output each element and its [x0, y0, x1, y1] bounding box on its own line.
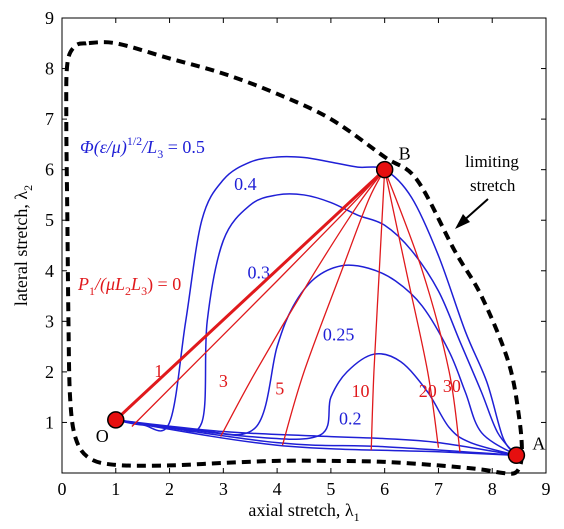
plot-frame — [61, 17, 547, 474]
x-tick-label: 7 — [434, 479, 443, 499]
phi-series-line — [115, 193, 517, 456]
p-series-group: 1 3 5 10 20 30 — [114, 168, 461, 452]
p-series-label: 30 — [443, 376, 461, 396]
y-tick-label: 9 — [45, 8, 54, 28]
y-tick-label: 8 — [45, 59, 54, 79]
x-tick-label: 5 — [326, 479, 335, 499]
y-tick-label: 1 — [45, 412, 54, 432]
phi-series-line — [115, 353, 517, 457]
limiting-stretch-line — [64, 40, 524, 476]
point-marker — [375, 160, 394, 179]
p-series-label: 3 — [219, 371, 228, 391]
p-series-line — [114, 168, 386, 422]
phi-series-line — [115, 419, 517, 457]
x-axis-label: axial stretch, λ1 — [248, 500, 359, 524]
x-tick-label: 2 — [165, 479, 174, 499]
phi-series-line — [115, 155, 518, 456]
phi-series-label: 0.2 — [339, 408, 362, 428]
point-marker — [507, 446, 526, 465]
y-tick-label: 2 — [45, 362, 54, 382]
p-series-label: 20 — [419, 381, 437, 401]
labels-group: Φ(ε/μ)1/2/L3 = 0.5 P1/(μL2L3) = 0 limiti… — [77, 134, 519, 298]
phi-series-group: 0.4 0.3 0.25 0.2 — [115, 155, 518, 457]
p-series-line — [370, 169, 386, 451]
p-series-line — [131, 169, 386, 427]
limiting-label-line2: stretch — [470, 176, 516, 195]
phi-series-line — [115, 419, 517, 457]
phi-series-line — [115, 264, 517, 456]
phi-series-label: 0.3 — [248, 262, 270, 282]
y-tick-label: 6 — [45, 160, 54, 180]
x-tick-label: 8 — [488, 479, 497, 499]
p-series-label: 10 — [351, 381, 369, 401]
phi-series-line — [115, 419, 517, 457]
point-label: B — [399, 144, 411, 164]
phi-equation-label: Φ(ε/μ)1/2/L3 = 0.5 — [80, 134, 205, 161]
limiting-label-line1: limiting — [465, 152, 519, 171]
axes: 0 1 2 3 4 5 6 7 8 9 1 2 3 4 5 6 7 8 9 axial stretch, λ1 late… — [11, 8, 551, 524]
p-series-line — [384, 169, 461, 452]
y-tick-label: 4 — [45, 261, 54, 281]
point-marker — [107, 411, 125, 429]
limiting-arrow-icon — [455, 198, 489, 229]
p-series-line — [384, 169, 440, 448]
y-tick-label: 7 — [45, 109, 54, 129]
x-tick-label: 3 — [219, 479, 228, 499]
p-series-line — [220, 169, 386, 437]
y-axis-label: lateral stretch, λ2 — [11, 185, 35, 306]
p-series-line — [281, 169, 386, 446]
point-label: A — [532, 433, 545, 453]
limiting-stretch-curve — [64, 40, 524, 476]
p-series-label: 5 — [275, 379, 284, 399]
x-tick-label: 4 — [273, 479, 282, 499]
y-tick-label: 3 — [45, 311, 54, 331]
phi-series-label: 0.25 — [323, 325, 355, 345]
phi-series-label: 0.4 — [234, 174, 256, 194]
point-label: O — [96, 426, 109, 446]
y-tick-label: 5 — [45, 210, 54, 230]
x-tick-label: 9 — [542, 479, 551, 499]
x-tick-label: 6 — [380, 479, 389, 499]
x-tick-label: 0 — [58, 479, 67, 499]
points-group: O B A — [96, 144, 545, 465]
x-tick-label: 1 — [111, 479, 120, 499]
p-series-label: 1 — [154, 361, 163, 381]
p-equation-label: P1/(μL2L3) = 0 — [77, 274, 181, 298]
